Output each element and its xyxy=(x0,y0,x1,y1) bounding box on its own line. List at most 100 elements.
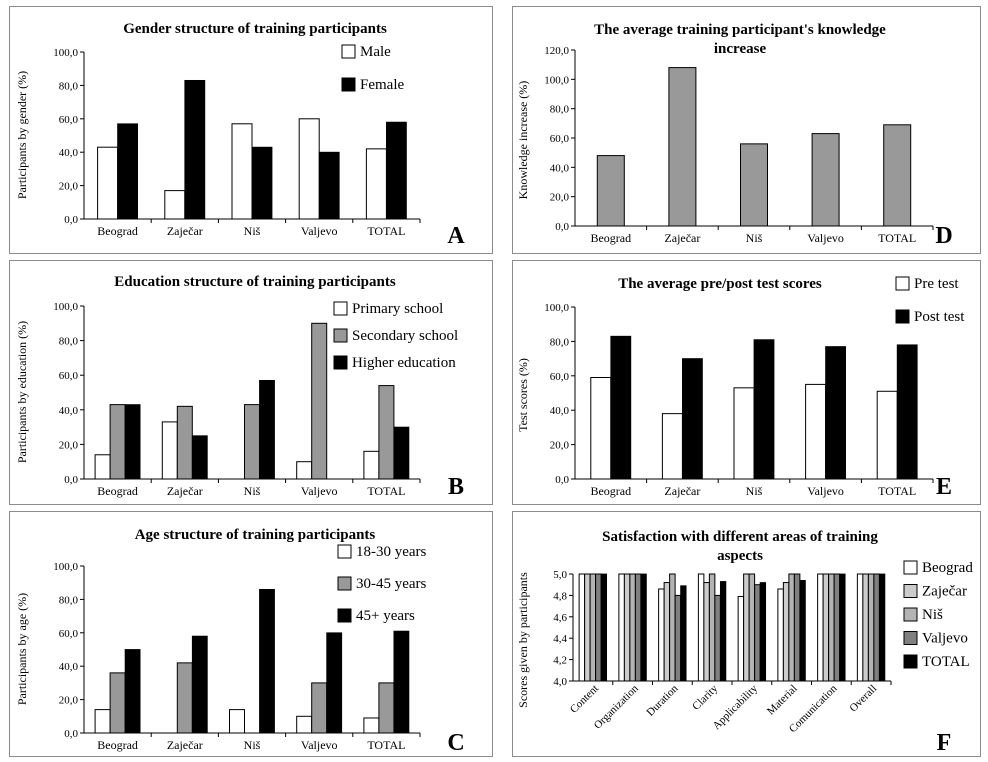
legend-swatch xyxy=(903,560,918,575)
legend-swatch xyxy=(341,77,356,92)
panel-letter: C xyxy=(447,730,464,756)
bar xyxy=(674,594,682,682)
chart-title: Education structure of training particip… xyxy=(114,274,396,290)
legend-swatch xyxy=(341,44,356,59)
legend-label: Primary school xyxy=(352,301,443,317)
legend-swatch xyxy=(337,608,352,623)
bar xyxy=(817,573,824,682)
x-tick-label: Niš xyxy=(746,484,763,498)
y-tick-label: 40,0 xyxy=(59,405,79,417)
y-tick-label: 60,0 xyxy=(550,371,570,383)
bar xyxy=(876,390,898,480)
bar xyxy=(184,79,206,220)
legend-label: Valjevo xyxy=(922,631,968,647)
y-tick-label: 4,4 xyxy=(553,633,567,645)
y-tick-label: 4,0 xyxy=(553,676,567,688)
y-axis-label: Scores given by participants xyxy=(516,572,530,708)
chart-title: Satisfaction with different areas of tra… xyxy=(602,529,878,545)
y-tick-label: 4,8 xyxy=(553,590,567,602)
x-tick-label: Valjevo xyxy=(807,484,844,498)
y-tick-label: 60,0 xyxy=(550,133,570,145)
y-tick-label: 4,6 xyxy=(553,612,567,624)
bar xyxy=(161,421,178,480)
bar xyxy=(680,585,687,682)
bar xyxy=(878,573,886,682)
y-tick-label: 60,0 xyxy=(59,370,79,382)
legend-swatch xyxy=(903,607,918,622)
legend-label: Secondary school xyxy=(352,328,458,344)
bar xyxy=(600,573,608,682)
bar xyxy=(363,717,380,734)
x-tick-label: Niš xyxy=(746,231,763,245)
legend-label: Female xyxy=(360,77,404,93)
bar xyxy=(595,573,602,682)
bar xyxy=(708,573,716,682)
y-axis-label: Participants by education (%) xyxy=(15,321,29,463)
legend-swatch xyxy=(333,328,348,343)
y-tick-label: 80,0 xyxy=(550,104,570,116)
bar xyxy=(589,573,597,682)
x-tick-label: Zaječar xyxy=(664,484,700,498)
bar xyxy=(251,146,273,220)
bar xyxy=(862,573,869,682)
x-tick-label: Material xyxy=(765,683,800,718)
y-tick-label: 4,2 xyxy=(553,655,567,667)
bar xyxy=(318,151,340,220)
bar xyxy=(109,672,126,734)
legend-swatch xyxy=(337,544,352,559)
y-tick-label: 80,0 xyxy=(550,336,570,348)
bar xyxy=(748,573,756,682)
chart-title: increase xyxy=(714,41,767,57)
x-tick-label: Valjevo xyxy=(301,224,338,238)
bar xyxy=(661,413,683,480)
bar xyxy=(805,383,827,480)
bar xyxy=(839,573,846,682)
x-tick-label: Zaječar xyxy=(167,484,203,498)
y-tick-label: 80,0 xyxy=(59,80,79,92)
bar xyxy=(259,588,275,734)
x-tick-label: Zaječar xyxy=(167,738,203,752)
y-tick-label: 100,0 xyxy=(544,302,569,314)
x-tick-label: Niš xyxy=(244,224,261,238)
bar xyxy=(825,346,846,480)
bar xyxy=(640,573,647,682)
legend-label: Niš xyxy=(922,607,943,623)
bar xyxy=(856,573,864,682)
bar xyxy=(385,121,407,220)
bar xyxy=(743,573,750,682)
chart-f: Satisfaction with different areas of tra… xyxy=(516,529,973,756)
legend-swatch xyxy=(895,309,910,324)
bar xyxy=(822,573,830,682)
x-tick-label: Valjevo xyxy=(301,738,338,752)
y-tick-label: 40,0 xyxy=(550,405,570,417)
bar xyxy=(378,385,395,480)
x-tick-label: Content xyxy=(568,683,601,716)
bar xyxy=(590,377,612,480)
y-tick-label: 40,0 xyxy=(550,162,570,174)
legend-label: Higher education xyxy=(352,355,456,371)
x-tick-label: Duration xyxy=(644,682,680,718)
y-tick-label: 80,0 xyxy=(59,336,79,348)
panel-letter: A xyxy=(447,223,465,249)
x-tick-label: Valjevo xyxy=(301,484,338,498)
x-tick-label: Niš xyxy=(244,738,261,752)
y-tick-label: 100,0 xyxy=(53,301,78,313)
bar xyxy=(584,573,591,682)
bar xyxy=(873,573,880,682)
bar xyxy=(298,118,320,220)
y-tick-label: 100,0 xyxy=(53,47,78,59)
y-tick-label: 100,0 xyxy=(53,561,78,573)
x-tick-label: TOTAL xyxy=(878,484,916,498)
bar xyxy=(244,404,260,480)
bar xyxy=(229,709,245,734)
y-tick-label: 5,0 xyxy=(553,569,567,581)
y-tick-label: 60,0 xyxy=(59,628,79,640)
bar xyxy=(658,588,665,682)
x-tick-label: Zaječar xyxy=(664,231,700,245)
legend-swatch xyxy=(895,276,910,291)
x-tick-label: TOTAL xyxy=(367,484,405,498)
y-axis-label: Participants by gender (%) xyxy=(15,71,29,199)
x-tick-label: Beograd xyxy=(97,484,138,498)
bar xyxy=(777,588,784,682)
